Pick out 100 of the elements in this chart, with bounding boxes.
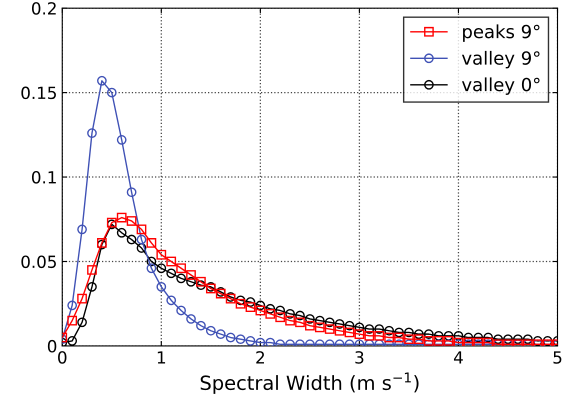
point xyxy=(424,329,434,339)
point xyxy=(314,316,325,326)
x-tick-label: 4 xyxy=(454,351,463,364)
point xyxy=(334,326,344,336)
point xyxy=(77,317,87,328)
point xyxy=(454,330,464,341)
point xyxy=(186,270,196,280)
point xyxy=(77,224,87,234)
point xyxy=(87,265,97,275)
point xyxy=(136,234,146,244)
point xyxy=(186,276,196,287)
point xyxy=(265,308,276,319)
point xyxy=(116,135,127,145)
legend-label: valley 9° xyxy=(462,50,540,68)
point xyxy=(344,328,354,338)
point xyxy=(166,256,176,266)
point xyxy=(414,329,424,339)
point xyxy=(126,234,136,244)
point xyxy=(414,334,424,344)
point xyxy=(314,322,325,332)
point xyxy=(116,228,127,238)
point xyxy=(176,263,186,274)
point xyxy=(87,128,97,138)
point xyxy=(265,338,276,346)
point xyxy=(483,332,494,342)
point xyxy=(384,332,394,342)
point xyxy=(77,294,87,304)
y-tick-label: 0 xyxy=(48,340,56,353)
point xyxy=(146,263,156,274)
point xyxy=(196,276,206,287)
point xyxy=(67,300,78,310)
y-tick-label: 0.05 xyxy=(21,255,56,268)
point xyxy=(206,326,216,336)
point xyxy=(493,334,503,344)
point xyxy=(246,297,256,307)
point xyxy=(156,282,166,292)
point xyxy=(216,329,226,339)
point xyxy=(434,336,444,346)
point xyxy=(503,334,513,344)
point xyxy=(236,295,246,306)
point xyxy=(532,336,543,346)
point xyxy=(265,304,276,314)
point xyxy=(354,322,364,332)
point xyxy=(324,324,335,334)
point xyxy=(295,317,305,328)
point xyxy=(434,330,444,341)
point xyxy=(136,224,146,234)
point xyxy=(176,306,186,316)
point xyxy=(226,332,236,342)
point xyxy=(394,332,404,342)
point xyxy=(176,274,186,284)
point xyxy=(236,334,246,344)
point xyxy=(67,316,78,326)
point xyxy=(67,336,78,346)
point xyxy=(136,243,146,253)
point xyxy=(256,300,266,310)
point xyxy=(256,338,266,346)
point xyxy=(126,187,136,198)
point xyxy=(522,334,533,344)
point xyxy=(156,263,166,274)
point xyxy=(394,328,404,338)
point xyxy=(146,256,156,266)
point xyxy=(166,295,176,306)
point xyxy=(444,336,454,346)
point xyxy=(305,314,315,324)
point xyxy=(166,268,176,278)
point xyxy=(87,282,97,292)
point xyxy=(374,330,384,341)
point xyxy=(354,329,364,339)
point xyxy=(473,332,484,342)
y-tick-label: 0.2 xyxy=(32,2,56,15)
point xyxy=(275,312,286,322)
point xyxy=(344,320,354,331)
x-tick-label: 3 xyxy=(355,351,364,364)
point xyxy=(513,334,523,344)
y-tick-label: 0.1 xyxy=(32,171,56,184)
point xyxy=(404,328,414,338)
point xyxy=(384,326,394,336)
point xyxy=(285,316,295,326)
point xyxy=(324,317,335,328)
point xyxy=(404,334,414,344)
legend-label: valley 0° xyxy=(462,77,540,95)
point xyxy=(106,88,117,98)
legend-label: peaks 9° xyxy=(463,24,540,42)
point xyxy=(424,336,434,346)
point xyxy=(464,332,474,342)
point xyxy=(146,238,156,248)
point xyxy=(196,320,206,331)
point xyxy=(364,324,374,334)
point xyxy=(116,212,127,222)
y-tick-label: 0.15 xyxy=(21,86,56,100)
point xyxy=(285,308,295,319)
point xyxy=(374,324,384,334)
point xyxy=(97,76,107,86)
point xyxy=(246,302,256,312)
point xyxy=(186,314,196,324)
point xyxy=(295,310,305,320)
x-tick-label: 2 xyxy=(256,351,264,364)
point xyxy=(256,306,266,316)
point xyxy=(305,320,315,331)
